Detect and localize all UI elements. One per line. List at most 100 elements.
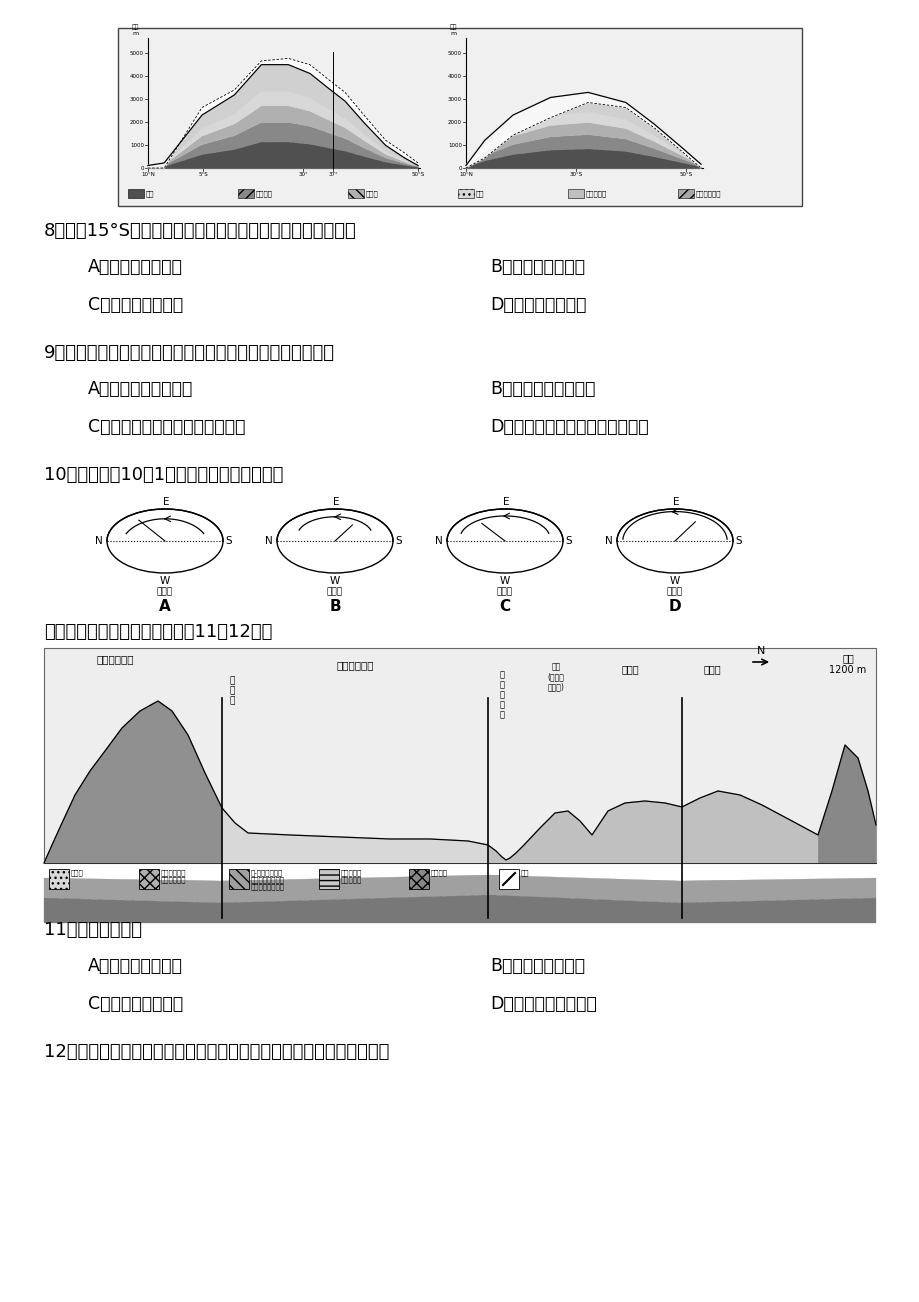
Text: E: E	[333, 497, 339, 506]
Text: 及风成砂互层沉积: 及风成砂互层沉积	[251, 883, 285, 889]
Text: 北山
1200 m: 北山 1200 m	[828, 654, 866, 674]
Text: 荒漠灌草地: 荒漠灌草地	[585, 190, 607, 197]
Polygon shape	[44, 700, 221, 863]
Text: 4000: 4000	[130, 74, 144, 79]
Text: C: C	[499, 599, 510, 615]
Polygon shape	[817, 745, 875, 863]
Text: 库姅塔格沙漠: 库姅塔格沙漠	[335, 660, 373, 671]
Text: 洪积砂砖沉积: 洪积砂砖沉积	[161, 876, 187, 883]
Ellipse shape	[447, 509, 562, 573]
Text: S: S	[394, 536, 402, 546]
Polygon shape	[466, 122, 700, 167]
Text: D．由沿海向内陆的地域分异规律: D．由沿海向内陆的地域分异规律	[490, 418, 648, 436]
Text: 10°N: 10°N	[141, 172, 154, 177]
Text: 相砂、泥岩: 相砂、泥岩	[341, 876, 362, 883]
Text: B．东坡低，降水少: B．东坡低，降水少	[490, 258, 584, 276]
Text: 地平圈: 地平圈	[666, 587, 682, 596]
Text: A: A	[159, 599, 171, 615]
Bar	[458, 189, 473, 198]
Text: N: N	[96, 536, 103, 546]
Text: 50°S: 50°S	[678, 172, 692, 177]
Text: 4000: 4000	[448, 74, 461, 79]
Text: 地: 地	[499, 710, 504, 719]
Text: 晚更新世以来: 晚更新世以来	[161, 868, 187, 876]
Text: 低丘
(风蚊残
蚊雅丹): 低丘 (风蚊残 蚊雅丹)	[547, 661, 564, 691]
Bar	[229, 868, 249, 889]
Text: B．向斜形成覆盖山: B．向斜形成覆盖山	[490, 957, 584, 975]
Bar	[319, 868, 338, 889]
Text: 地平圈: 地平圈	[326, 587, 343, 596]
Polygon shape	[44, 894, 875, 923]
Text: 2000: 2000	[448, 120, 461, 125]
Polygon shape	[466, 92, 700, 168]
Polygon shape	[148, 91, 417, 167]
Text: 5000: 5000	[130, 51, 144, 56]
Text: A．背斜形成覆盖山: A．背斜形成覆盖山	[88, 957, 183, 975]
Polygon shape	[466, 150, 700, 168]
Text: E: E	[672, 497, 678, 506]
Bar	[139, 868, 159, 889]
Text: 克: 克	[499, 690, 504, 699]
Text: A．垂直地域分异规律: A．垂直地域分异规律	[88, 380, 193, 398]
Ellipse shape	[277, 509, 392, 573]
Text: 10．该天文台10月1日可以看到的太阳运动是: 10．该天文台10月1日可以看到的太阳运动是	[44, 466, 283, 484]
Text: 第三纪河湖: 第三纪河湖	[341, 868, 362, 876]
Polygon shape	[148, 105, 417, 167]
Text: E: E	[502, 497, 509, 506]
Text: B．非地带性分异规律: B．非地带性分异规律	[490, 380, 595, 398]
Text: 积: 积	[229, 686, 234, 695]
Text: 10°N: 10°N	[459, 172, 472, 177]
Text: 30°: 30°	[298, 172, 308, 177]
Text: C．由赤道向两极的地域分异规律: C．由赤道向两极的地域分异规律	[88, 418, 245, 436]
Text: 0: 0	[141, 165, 144, 171]
Text: N: N	[265, 536, 273, 546]
Text: 11．「北山」属于: 11．「北山」属于	[44, 921, 142, 939]
Text: 0: 0	[458, 165, 461, 171]
Text: 阔叶及混交林: 阔叶及混交林	[696, 190, 720, 197]
Bar	[118, 29, 801, 206]
Text: B: B	[329, 599, 340, 615]
Polygon shape	[466, 92, 700, 168]
Text: 读我国某区域地质剪面图，完成11～12题。: 读我国某区域地质剪面图，完成11～12题。	[44, 622, 272, 641]
Bar	[44, 648, 875, 863]
Polygon shape	[466, 134, 700, 168]
Text: S: S	[225, 536, 232, 546]
Text: 草原: 草原	[475, 190, 484, 197]
Text: D．西坡高，降水少: D．西坡高，降水少	[490, 296, 585, 314]
Bar	[128, 189, 144, 198]
Text: N: N	[756, 646, 765, 656]
Text: 断裂: 断裂	[520, 868, 529, 876]
Bar	[409, 868, 428, 889]
Text: C．断层形成断块山: C．断层形成断块山	[88, 995, 183, 1013]
Text: 洪: 洪	[229, 676, 234, 685]
Bar	[49, 868, 69, 889]
Bar	[498, 868, 518, 889]
Text: A．东坡高，气温高: A．东坡高，气温高	[88, 258, 183, 276]
Text: 30°S: 30°S	[569, 172, 582, 177]
Text: 1000: 1000	[130, 143, 144, 147]
Text: 亚热带林: 亚热带林	[255, 190, 273, 197]
Text: 3000: 3000	[130, 96, 144, 102]
Text: W: W	[160, 575, 170, 586]
Polygon shape	[44, 875, 875, 904]
Bar	[347, 189, 364, 198]
Polygon shape	[221, 809, 487, 863]
Text: 37°: 37°	[328, 172, 337, 177]
Polygon shape	[148, 142, 417, 168]
Text: 9．山脉南段基带自然景观的东西差异，体现了陆地自然带的: 9．山脉南段基带自然景观的东西差异，体现了陆地自然带的	[44, 344, 335, 362]
Text: S: S	[564, 536, 571, 546]
Text: 洪积扇: 洪积扇	[702, 664, 720, 674]
Polygon shape	[466, 112, 700, 167]
Text: D: D	[668, 599, 681, 615]
Text: S: S	[734, 536, 741, 546]
Text: W: W	[499, 575, 509, 586]
Text: 8．关于15°S山脉东、西两坡雪线高低及成因，叙述正确的是: 8．关于15°S山脉东、西两坡雪线高低及成因，叙述正确的是	[44, 223, 357, 240]
Text: N: N	[605, 536, 612, 546]
Polygon shape	[44, 700, 875, 863]
Text: W: W	[669, 575, 679, 586]
Text: 针叶林: 针叶林	[366, 190, 379, 197]
Text: 积砂、亚砂土、砖: 积砂、亚砂土、砖	[251, 876, 285, 883]
Text: 山间断陷盆地: 山间断陷盆地	[96, 654, 133, 664]
Text: 1000: 1000	[448, 143, 461, 147]
Ellipse shape	[107, 509, 222, 573]
